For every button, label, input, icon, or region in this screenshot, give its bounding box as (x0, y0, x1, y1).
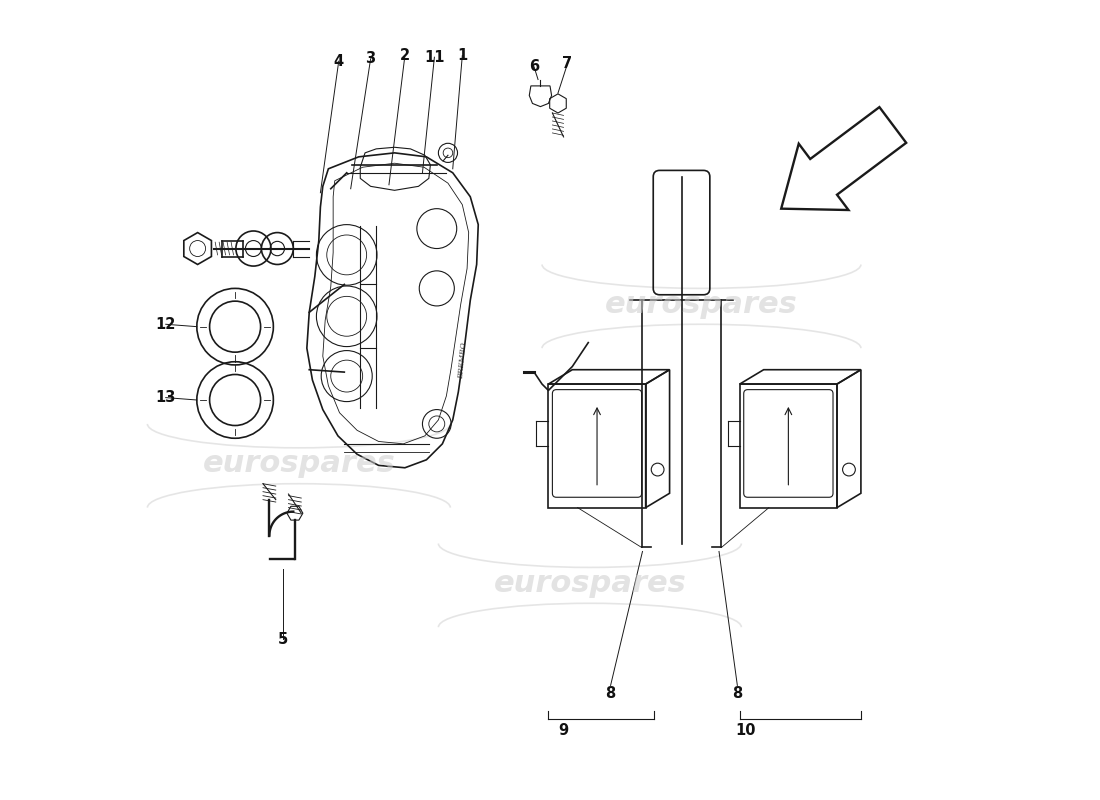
Text: 13: 13 (155, 390, 176, 405)
Text: 2: 2 (399, 48, 410, 63)
Text: 9: 9 (559, 723, 569, 738)
Text: 8: 8 (733, 686, 742, 701)
Text: 10: 10 (735, 723, 756, 738)
Text: 7: 7 (562, 56, 573, 71)
Polygon shape (781, 107, 906, 210)
Text: 11: 11 (425, 50, 444, 65)
Text: 12: 12 (155, 317, 176, 332)
Text: 8: 8 (605, 686, 616, 701)
Text: 3: 3 (365, 51, 376, 66)
Text: eurospares: eurospares (494, 569, 686, 598)
Text: BREMBO: BREMBO (456, 342, 468, 378)
Text: 1: 1 (458, 48, 468, 63)
Text: 4: 4 (333, 54, 344, 69)
Text: 5: 5 (278, 632, 288, 646)
Text: eurospares: eurospares (202, 450, 395, 478)
Text: eurospares: eurospares (605, 290, 797, 319)
Text: 6: 6 (529, 59, 539, 74)
